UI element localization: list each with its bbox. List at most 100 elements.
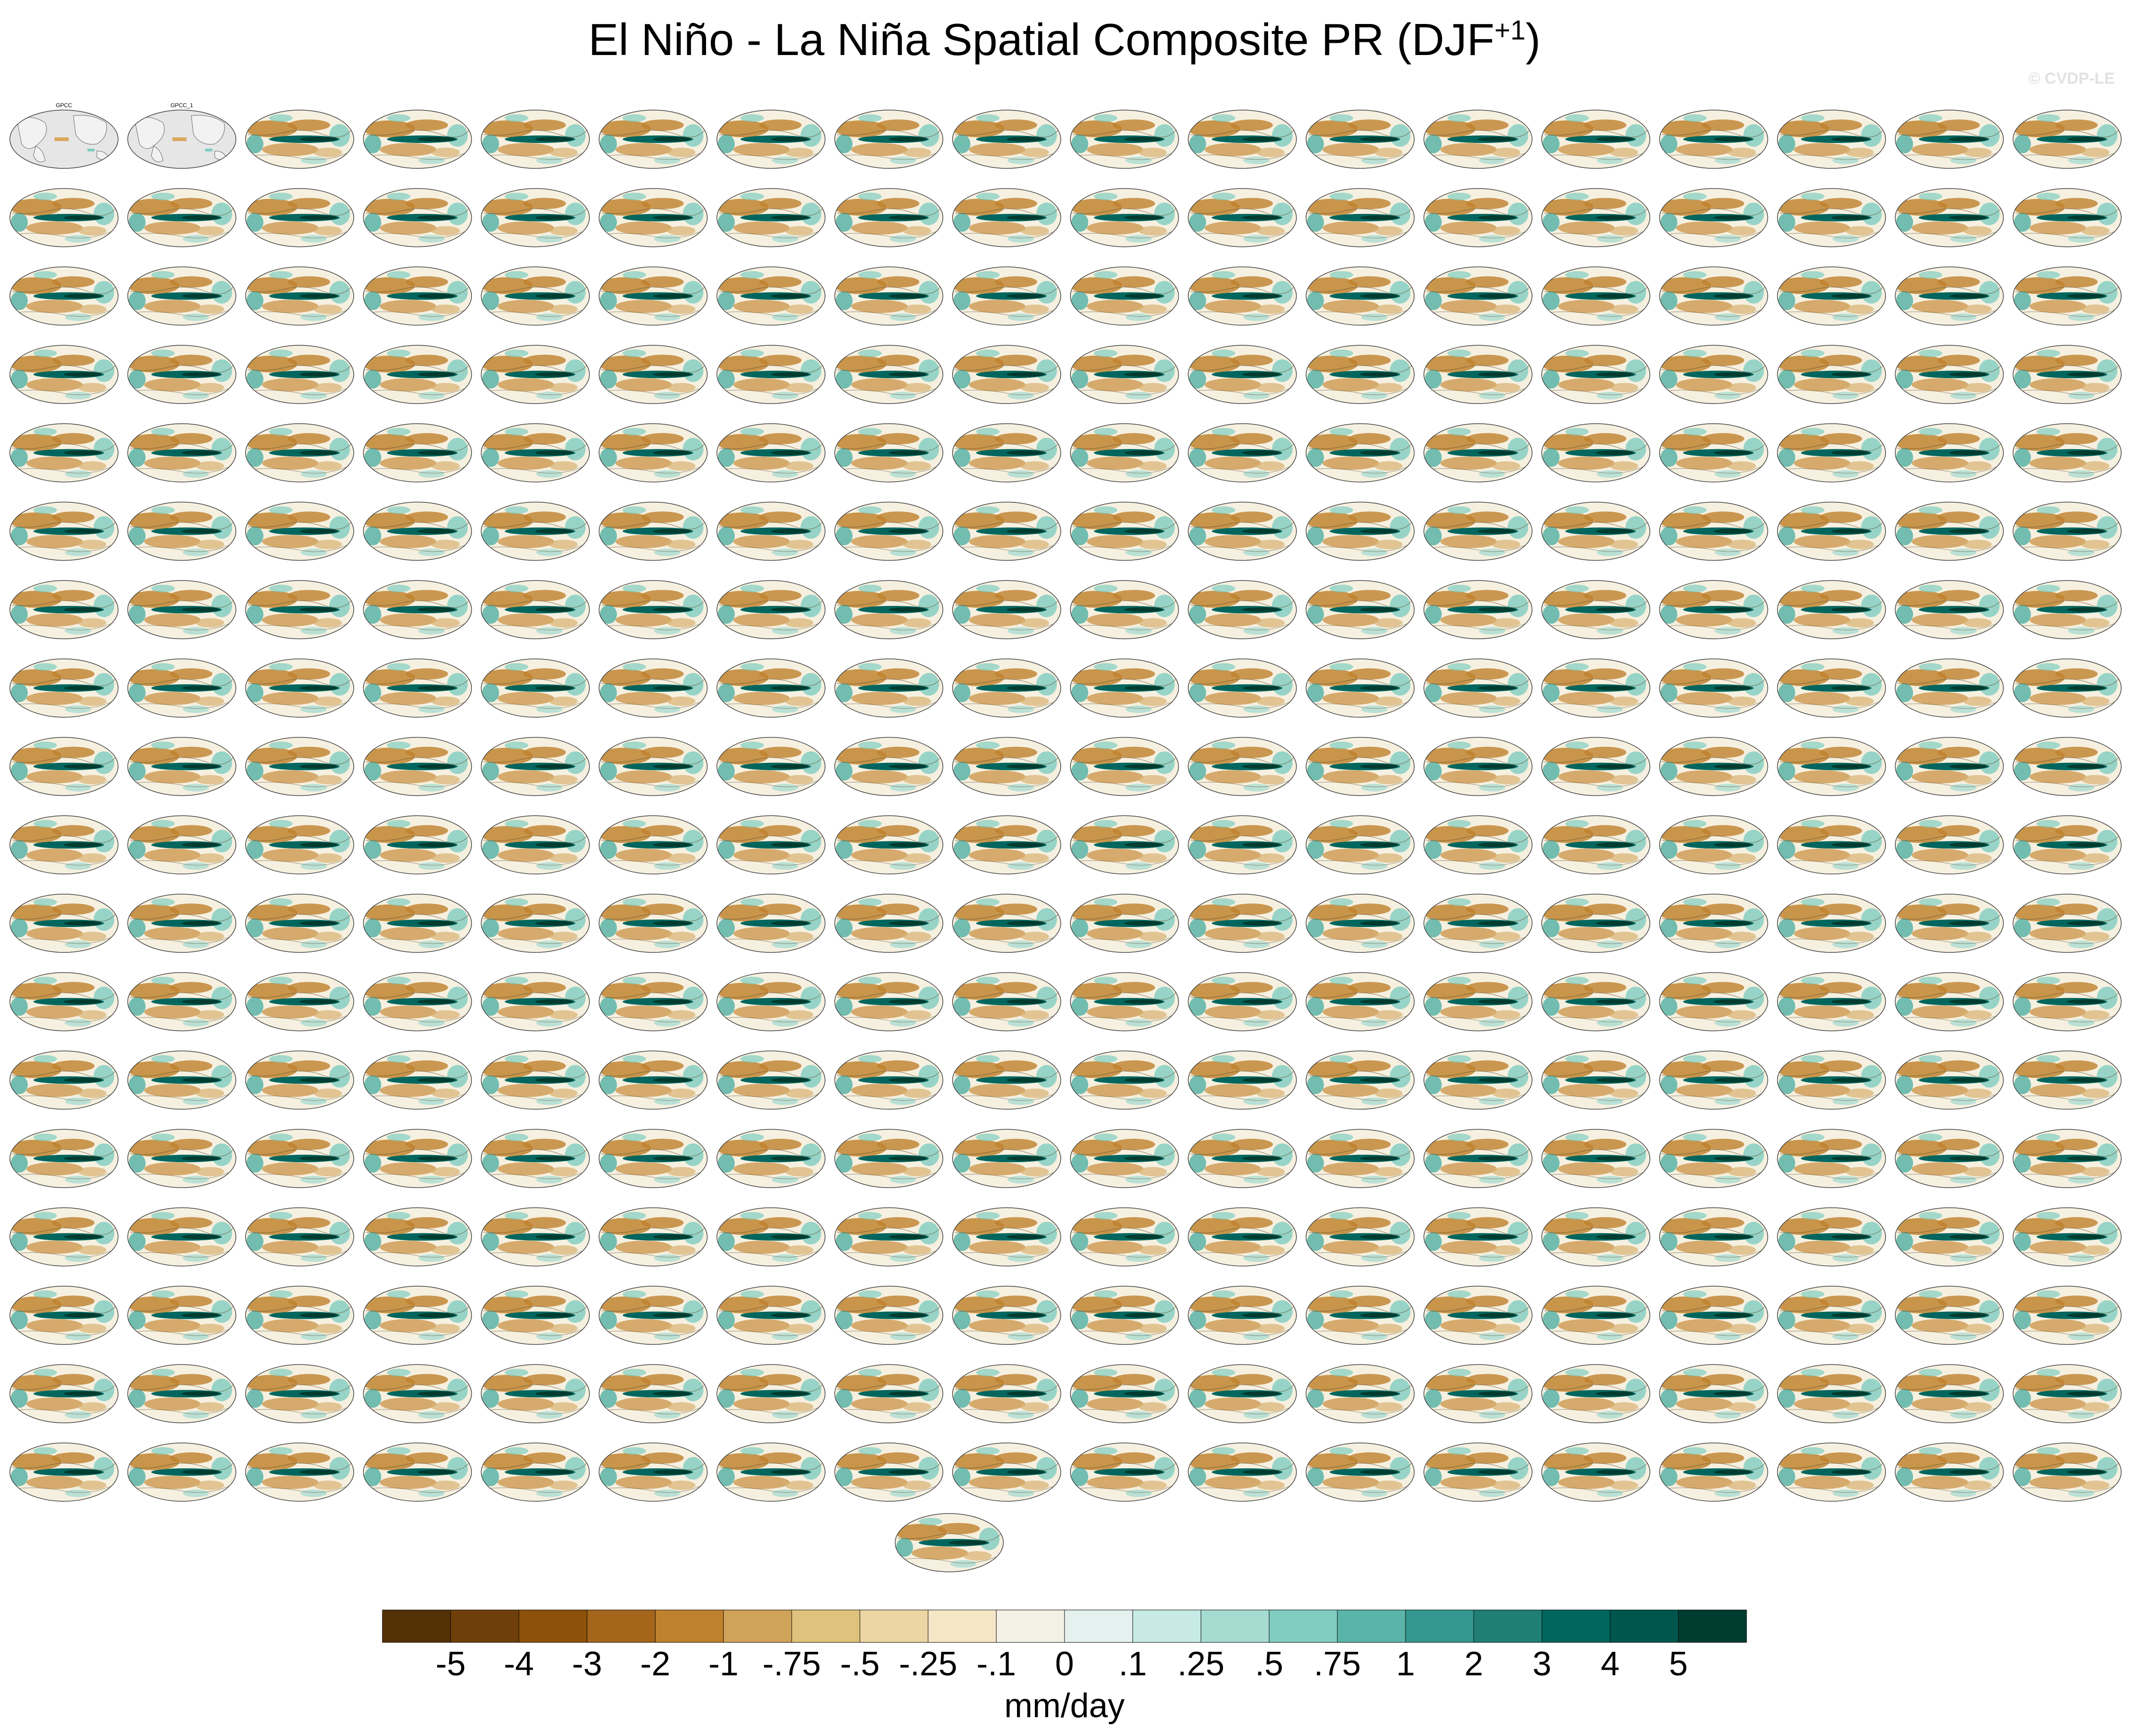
model-map-panel	[834, 737, 944, 796]
model-map-panel	[9, 972, 119, 1031]
model-map-panel	[834, 423, 944, 483]
model-map-panel	[834, 658, 944, 718]
model-map-panel	[716, 1207, 826, 1267]
model-map-panel	[1895, 1050, 2004, 1110]
model-map-panel	[1659, 1285, 1768, 1345]
model-map-panel	[245, 815, 354, 875]
colorbar-box	[1269, 1609, 1338, 1643]
model-map-panel	[9, 1207, 119, 1267]
model-map-panel	[1070, 658, 1179, 718]
model-map-panel	[1188, 1364, 1297, 1423]
model-map-panel	[1541, 110, 1651, 169]
model-map-panel	[481, 1364, 590, 1423]
colorbar-box	[450, 1609, 519, 1643]
model-map-panel	[9, 501, 119, 561]
model-map-panel	[481, 345, 590, 404]
model-map-panel	[716, 737, 826, 796]
model-map-panel	[1070, 1443, 1179, 1502]
colorbar-box	[859, 1609, 929, 1643]
model-map-panel	[1423, 972, 1533, 1031]
model-map-panel	[1423, 894, 1533, 953]
model-map-panel	[1541, 737, 1651, 796]
model-map-panel	[363, 815, 472, 875]
model-map-panel	[1305, 423, 1415, 483]
model-map-panel	[1895, 423, 2004, 483]
model-map-panel	[1659, 1050, 1768, 1110]
model-map-panel	[245, 737, 354, 796]
model-map-panel	[952, 266, 1061, 326]
model-map-panel	[1305, 1364, 1415, 1423]
model-map-panel	[1423, 815, 1533, 875]
model-map-panel	[9, 345, 119, 404]
model-map-panel	[1188, 658, 1297, 718]
model-map-panel	[952, 1129, 1061, 1188]
model-map-panel	[9, 266, 119, 326]
model-map-panel	[1070, 1129, 1179, 1188]
model-map-panel	[1305, 266, 1415, 326]
model-map-panel	[245, 1207, 354, 1267]
model-map-panel	[9, 815, 119, 875]
model-map-panel	[1541, 1207, 1651, 1267]
model-map-panel	[1070, 580, 1179, 639]
model-map-panel	[1188, 266, 1297, 326]
model-map-panel	[481, 1285, 590, 1345]
model-map-panel	[598, 188, 708, 247]
colorbar-tick-label: 1	[1396, 1645, 1415, 1683]
model-map-panel	[598, 972, 708, 1031]
model-map-panel	[127, 345, 237, 404]
model-map-panel	[716, 1129, 826, 1188]
model-map-panel	[716, 423, 826, 483]
model-map-panel	[2012, 110, 2122, 169]
model-map-panel	[1188, 972, 1297, 1031]
model-map-panel	[2012, 423, 2122, 483]
model-map-panel	[245, 423, 354, 483]
colorbar-tick-label: 5	[1669, 1645, 1688, 1683]
model-map-panel	[9, 1050, 119, 1110]
model-map-panel	[1305, 737, 1415, 796]
model-map-panel	[1423, 188, 1533, 247]
model-map-panel	[481, 188, 590, 247]
model-map-panel	[1541, 894, 1651, 953]
colorbar: -5 -4 -3 -2 -1 -.75 -.5 -.25 -.1 0 .1 .25 .5 .75 1 2 3 4 5…	[382, 1609, 1747, 1725]
chart-title-text: El Niño - La Niña Spatial Composite PR (…	[588, 15, 1494, 65]
model-map-panel	[1305, 1443, 1415, 1502]
model-map-panel	[1305, 110, 1415, 169]
model-map-panel	[1305, 894, 1415, 953]
model-map-panel	[363, 1129, 472, 1188]
model-map-panel	[2012, 580, 2122, 639]
model-map-panel	[127, 266, 237, 326]
model-map-panel	[1541, 1285, 1651, 1345]
colorbar-tick-label: -3	[572, 1645, 602, 1683]
model-map-panel	[1423, 345, 1533, 404]
model-map-panel	[481, 658, 590, 718]
model-map-panel	[1895, 1285, 2004, 1345]
model-map-panel	[952, 1207, 1061, 1267]
model-map-panel	[1070, 1207, 1179, 1267]
model-map-panel	[598, 501, 708, 561]
model-map-panel	[2012, 737, 2122, 796]
model-map-panel	[9, 737, 119, 796]
model-map-panel	[834, 815, 944, 875]
model-map-panel	[598, 1364, 708, 1423]
model-map-panel	[2012, 266, 2122, 326]
model-map-panel	[1188, 1050, 1297, 1110]
model-map-panel	[1777, 345, 1886, 404]
model-map-panel	[2012, 501, 2122, 561]
colorbar-box	[996, 1609, 1065, 1643]
model-map-panel	[1659, 894, 1768, 953]
model-map-panel	[952, 501, 1061, 561]
model-map-panel	[1777, 1050, 1886, 1110]
model-map-panel	[1305, 580, 1415, 639]
colorbar-box	[1337, 1609, 1406, 1643]
model-map-panel	[1423, 1129, 1533, 1188]
model-map-panel	[716, 501, 826, 561]
model-map-panel	[1070, 1364, 1179, 1423]
model-map-panel	[363, 894, 472, 953]
model-map-panel	[1423, 1207, 1533, 1267]
model-map-panel	[2012, 1129, 2122, 1188]
model-map-panel	[363, 1050, 472, 1110]
model-map-panel	[1070, 894, 1179, 953]
model-map-panel	[716, 110, 826, 169]
colorbar-tick-label: -2	[640, 1645, 670, 1683]
model-map-panel	[1423, 501, 1533, 561]
